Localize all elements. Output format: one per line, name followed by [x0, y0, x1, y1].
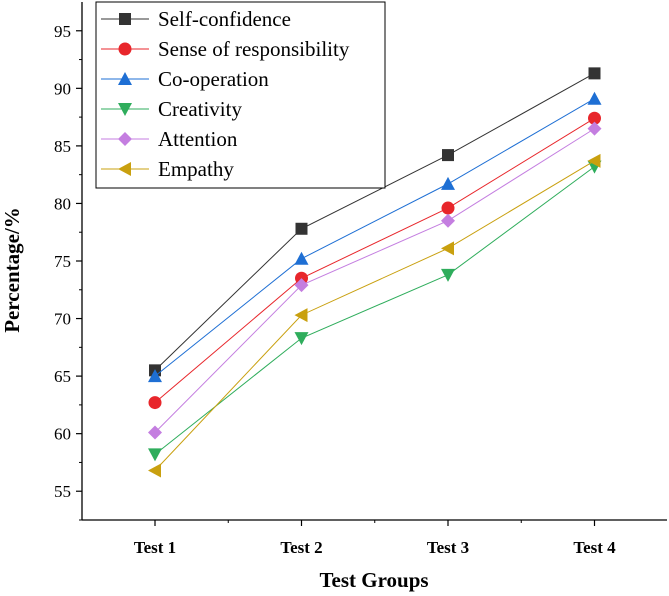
legend-item-creativity: Creativity — [101, 97, 242, 121]
legend-label: Empathy — [158, 157, 234, 181]
data-point-empathy — [294, 308, 308, 323]
data-point-self-confidence — [295, 222, 308, 235]
legend-item-empathy: Empathy — [101, 157, 234, 181]
series-attention — [148, 121, 602, 440]
x-axis-title: Test Groups — [319, 568, 428, 592]
y-tick-label: 70 — [54, 310, 71, 329]
y-tick-label: 85 — [54, 137, 71, 156]
legend-marker — [118, 42, 132, 56]
data-point-attention — [294, 278, 309, 293]
y-tick-label: 80 — [54, 194, 71, 213]
x-tick-label: Test 3 — [427, 538, 469, 557]
series-group — [148, 67, 602, 478]
legend-marker — [118, 72, 132, 85]
data-point-attention — [587, 121, 602, 136]
y-axis-title: Percentage/% — [0, 207, 24, 333]
series-line-creativity — [154, 166, 595, 455]
series-line-sense-of-responsibility — [154, 117, 595, 403]
y-tick-label: 75 — [54, 252, 71, 271]
data-point-creativity — [294, 332, 309, 346]
y-tick-label: 90 — [54, 79, 71, 98]
data-point-sense-of-responsibility — [588, 111, 601, 125]
legend-item-co-operation: Co-operation — [101, 67, 269, 91]
legend-marker — [119, 13, 131, 25]
x-tick-label: Test 2 — [280, 538, 322, 557]
legend-label: Attention — [158, 127, 238, 151]
data-point-attention — [148, 425, 162, 440]
x-tick-label: Test 1 — [134, 538, 176, 557]
series-empathy — [148, 153, 601, 478]
data-point-sense-of-responsibility — [148, 396, 162, 410]
data-point-creativity — [148, 448, 162, 462]
series-line-self-confidence — [154, 72, 595, 371]
legend-label: Sense of responsibility — [158, 37, 350, 61]
data-point-co-operation — [587, 91, 602, 105]
data-point-co-operation — [441, 176, 455, 190]
y-tick-label: 55 — [54, 482, 71, 501]
data-point-self-confidence — [588, 67, 601, 80]
x-tick-label: Test 4 — [573, 538, 616, 557]
legend-box — [95, 1, 386, 189]
data-point-co-operation — [148, 369, 162, 383]
y-tick-label: 60 — [54, 425, 71, 444]
legend-marker — [118, 132, 132, 146]
legend-item-self-confidence: Self-confidence — [101, 7, 291, 31]
legend-label: Self-confidence — [158, 7, 291, 31]
data-point-sense-of-responsibility — [441, 201, 455, 215]
data-point-empathy — [441, 241, 454, 256]
y-tick-label: 65 — [54, 367, 71, 386]
series-line-co-operation — [154, 98, 595, 377]
data-point-creativity — [441, 268, 455, 282]
legend-item-attention: Attention — [101, 127, 238, 151]
axes: 55 60 65 70 75 80 85 90 95 Test 1 Test 2 Test 3 Test… — [54, 2, 667, 557]
legend-label: Creativity — [158, 97, 242, 121]
data-point-empathy — [587, 153, 601, 168]
data-point-attention — [441, 213, 455, 228]
legend-item-sense-of-responsibility: Sense of responsibility — [101, 37, 350, 61]
data-point-empathy — [148, 463, 161, 478]
series-self-confidence — [149, 67, 601, 377]
legend-label: Co-operation — [158, 67, 269, 91]
series-line-empathy — [154, 160, 595, 471]
y-tick-label: 95 — [54, 22, 71, 41]
legend-marker — [118, 162, 131, 176]
data-point-self-confidence — [442, 149, 454, 162]
legend-marker — [118, 103, 132, 116]
series-co-operation — [148, 91, 602, 383]
data-point-co-operation — [294, 251, 309, 265]
legend: Self-confidence Sense of responsibility Co… — [95, 1, 386, 189]
series-line-attention — [154, 128, 595, 433]
